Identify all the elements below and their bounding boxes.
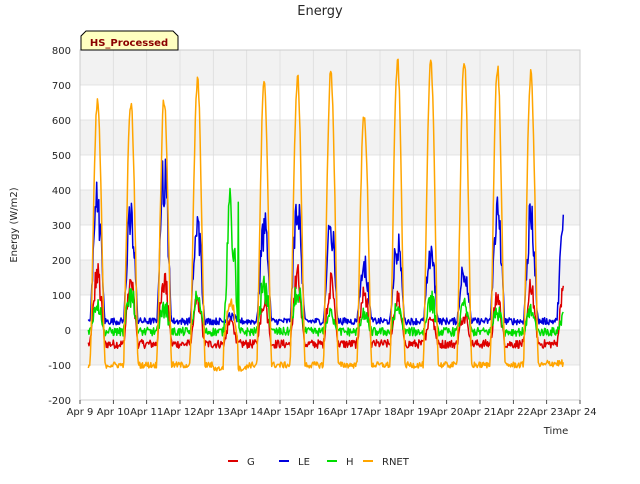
grid-band [80,190,580,225]
grid-bands [80,50,580,365]
legend-label-le: LE [298,457,310,468]
legend-label-rnet: RNET [382,457,410,468]
series-line-rnet [87,58,565,372]
legend: G LE H RNET [228,457,410,468]
y-tick-label: -100 [48,361,71,372]
y-tick-label: 500 [52,151,71,162]
x-tick-label: Apr 22 [497,407,530,418]
y-tick-label: -200 [48,396,71,407]
y-tick-label: 800 [52,46,71,57]
x-axis-ticks: Apr 9 Apr 10 Apr 11 Apr 12 Apr 13 Apr 14 Apr 1… [67,400,597,418]
y-tick-label: 300 [52,221,71,232]
y-tick-label: 100 [52,291,71,302]
badge-label: HS_Processed [90,38,168,49]
grid-band [80,330,580,365]
y-tick-label: 400 [52,186,71,197]
x-tick-label: Apr 23 [530,407,563,418]
series-lines [87,58,565,372]
y-tick-label: 0 [65,326,71,337]
grid-band [80,120,580,155]
legend-label-g: G [247,457,255,468]
x-tick-label: Apr 11 [130,407,163,418]
y-tick-label: 700 [52,81,71,92]
legend-label-h: H [346,457,354,468]
x-tick-label: Apr 19 [397,407,430,418]
x-tick-label: Apr 14 [230,407,263,418]
x-tick-label: Apr 17 [330,407,363,418]
y-tick-label: 600 [52,116,71,127]
x-tick-label: Apr 15 [263,407,296,418]
x-tick-label: Apr 9 [67,407,94,418]
plot-frame [79,49,581,401]
x-tick-label: Apr 13 [197,407,230,418]
x-tick-label: Apr 18 [363,407,396,418]
x-tick-label: Apr 10 [97,407,130,418]
x-axis-label: Time [543,426,568,437]
x-tick-label: Apr 21 [463,407,496,418]
chart-title: Energy [297,4,343,19]
badge-box [80,30,179,51]
series-line-h [87,187,564,337]
y-tick-label: 200 [52,256,71,267]
x-tick-label: Apr 20 [430,407,463,418]
x-tick-label: Apr 16 [297,407,330,418]
y-axis-ticks: -200 -100 0 100 200 300 400 500 600 700 800 [48,46,71,407]
x-tick-label: Apr 24 [563,407,596,418]
x-tick-label: Apr 12 [163,407,196,418]
y-axis-label: Energy (W/m2) [9,187,20,262]
processed-badge: HS_Processed [80,30,179,51]
